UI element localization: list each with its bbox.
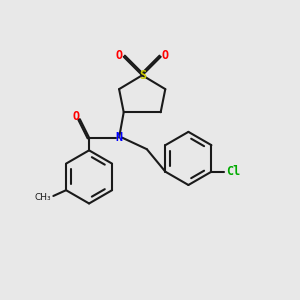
Text: O: O	[73, 110, 80, 123]
Text: O: O	[161, 49, 168, 62]
Text: CH₃: CH₃	[35, 193, 52, 202]
Text: Cl: Cl	[226, 165, 241, 178]
Text: N: N	[116, 131, 123, 144]
Text: S: S	[139, 69, 146, 82]
Text: O: O	[116, 49, 123, 62]
